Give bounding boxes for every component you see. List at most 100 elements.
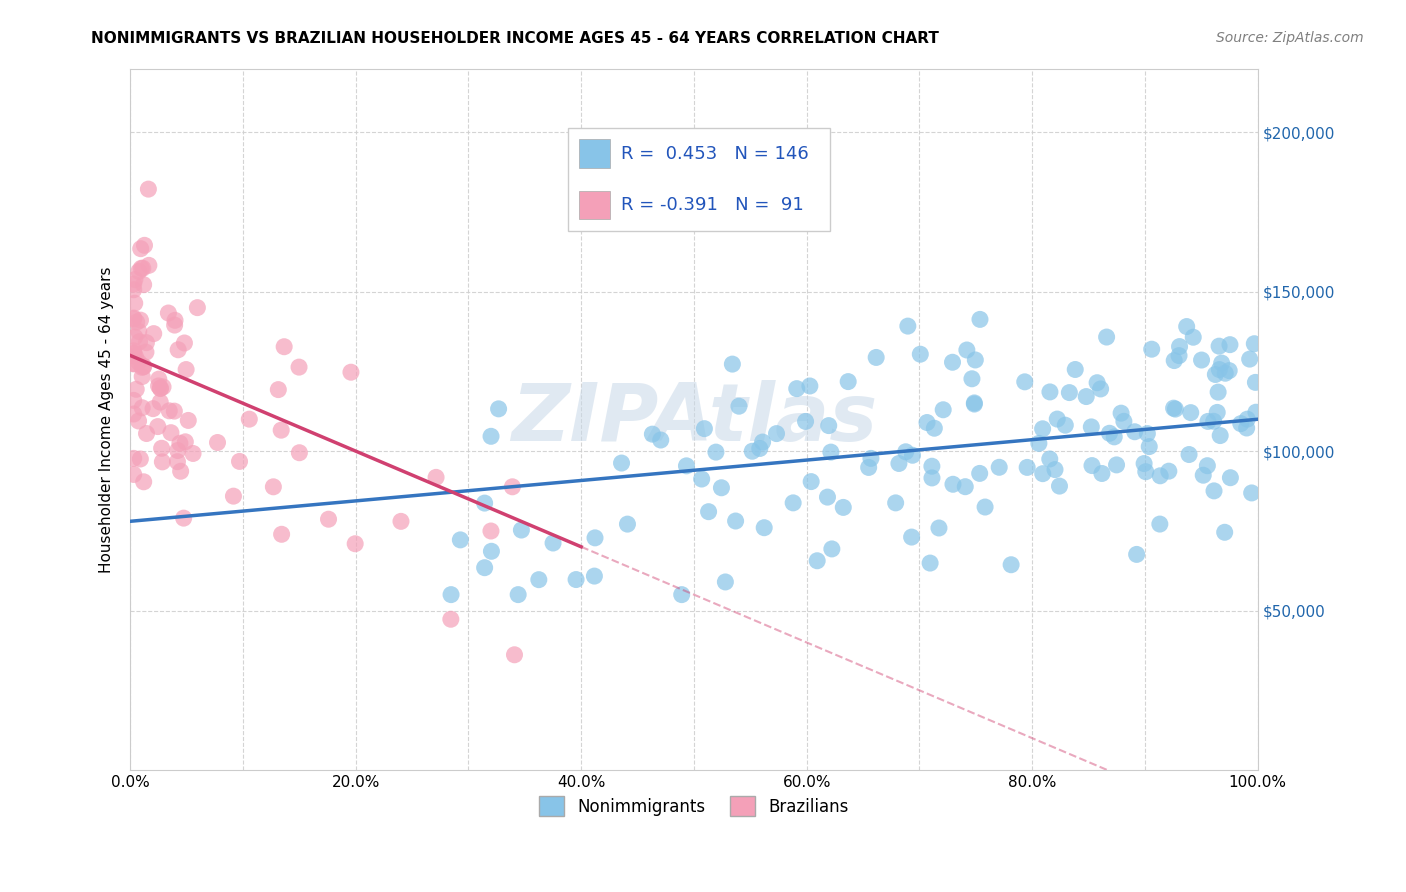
Point	[122, 393, 145, 408]
Point	[1112, 414, 1135, 428]
Point	[817, 418, 839, 433]
Point	[748, 442, 770, 456]
Point	[288, 360, 311, 375]
Point	[884, 496, 907, 510]
Point	[152, 380, 174, 394]
Point	[488, 401, 510, 416]
Point	[671, 588, 693, 602]
Point	[479, 524, 502, 538]
Point	[228, 454, 250, 468]
Point	[1163, 401, 1185, 416]
Point	[675, 458, 697, 473]
Point	[710, 481, 733, 495]
Point	[821, 541, 844, 556]
Point	[142, 401, 165, 416]
Point	[1164, 402, 1187, 417]
Point	[932, 402, 955, 417]
Point	[1081, 458, 1104, 473]
Point	[124, 296, 146, 310]
Point	[1140, 342, 1163, 356]
Point	[541, 536, 564, 550]
Point	[173, 336, 195, 351]
Point	[440, 588, 463, 602]
Point	[1182, 330, 1205, 344]
Point	[163, 313, 186, 327]
Point	[942, 477, 965, 491]
Point	[1032, 467, 1054, 481]
Point	[1109, 406, 1132, 420]
Point	[122, 357, 145, 371]
Point	[786, 382, 808, 396]
Point	[963, 396, 986, 410]
Point	[474, 560, 496, 574]
Point	[122, 357, 145, 371]
Point	[132, 475, 155, 489]
Point	[128, 264, 150, 278]
Point	[135, 335, 157, 350]
Point	[122, 451, 145, 466]
Point	[122, 283, 145, 297]
Point	[1017, 460, 1039, 475]
Point	[157, 404, 180, 418]
Point	[1137, 440, 1160, 454]
Point	[1211, 356, 1233, 370]
Point	[832, 500, 855, 515]
Point	[128, 334, 150, 349]
Point	[267, 383, 290, 397]
Point	[129, 261, 152, 276]
Point	[1244, 405, 1267, 419]
Point	[481, 544, 503, 558]
Point	[128, 325, 150, 339]
Point	[122, 407, 145, 421]
Point	[262, 480, 284, 494]
Point	[163, 404, 186, 418]
Point	[344, 537, 367, 551]
Point	[122, 311, 145, 326]
Point	[1168, 349, 1191, 363]
Point	[132, 261, 155, 276]
Point	[704, 445, 727, 459]
Point	[1197, 414, 1219, 428]
Point	[169, 464, 191, 478]
Point	[1229, 417, 1251, 431]
Point	[166, 455, 188, 469]
Point	[1180, 406, 1202, 420]
Point	[616, 517, 638, 532]
Point	[131, 369, 153, 384]
Point	[1206, 405, 1229, 419]
Point	[941, 355, 963, 369]
Point	[122, 343, 145, 358]
Point	[1192, 468, 1215, 483]
Point	[1243, 336, 1265, 351]
Point	[1043, 462, 1066, 476]
Point	[1076, 390, 1098, 404]
Point	[146, 419, 169, 434]
Point	[1240, 486, 1263, 500]
Point	[969, 467, 991, 481]
Point	[288, 446, 311, 460]
Point	[741, 444, 763, 458]
Point	[1102, 430, 1125, 444]
Text: Source: ZipAtlas.com: Source: ZipAtlas.com	[1216, 31, 1364, 45]
Point	[1149, 517, 1171, 532]
Point	[583, 569, 606, 583]
Point	[1091, 467, 1114, 481]
Point	[150, 442, 173, 456]
Point	[690, 472, 713, 486]
Text: R =  0.453   N = 146: R = 0.453 N = 146	[621, 145, 810, 162]
Point	[503, 648, 526, 662]
Point	[859, 451, 882, 466]
Point	[173, 511, 195, 525]
Point	[1135, 465, 1157, 479]
Point	[1213, 366, 1236, 380]
Point	[956, 343, 979, 357]
Point	[270, 423, 292, 437]
Point	[1197, 458, 1219, 473]
Point	[650, 433, 672, 447]
Point	[817, 490, 839, 504]
Point	[389, 514, 412, 528]
Point	[887, 457, 910, 471]
Point	[149, 382, 172, 396]
Point	[820, 445, 842, 459]
Point	[894, 444, 917, 458]
